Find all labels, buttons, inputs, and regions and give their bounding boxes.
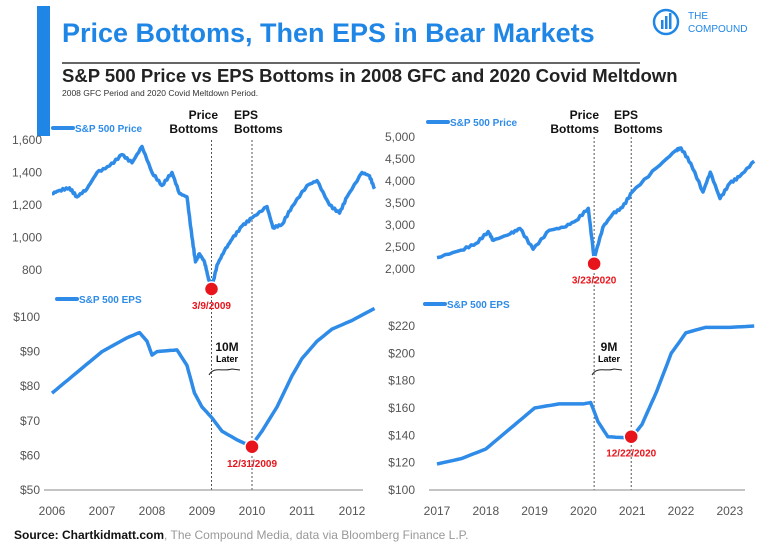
source: Source: Chartkidmatt.com, The Compound M… xyxy=(14,528,468,542)
x-tick-label: 2020 xyxy=(570,504,597,518)
y-tick-label: $140 xyxy=(388,428,415,442)
y-tick-label: $60 xyxy=(20,448,40,462)
y-tick-label: $160 xyxy=(388,401,415,415)
y-tick-label: $100 xyxy=(13,310,40,324)
y-tick-label: $50 xyxy=(20,483,40,497)
lag-label: 9M xyxy=(601,340,618,354)
note: 2008 GFC Period and 2020 Covid Meltdown … xyxy=(62,88,258,98)
y-tick-label: $80 xyxy=(20,379,40,393)
x-tick-label: 2008 xyxy=(139,504,166,518)
y-tick-label: 1,000 xyxy=(12,231,42,245)
arrow-icon xyxy=(208,368,241,376)
lag-label: 10M xyxy=(215,340,238,354)
title: Price Bottoms, Then EPS in Bear Markets xyxy=(62,18,595,48)
bottom-marker xyxy=(586,255,602,272)
y-tick-label: 3,000 xyxy=(385,218,415,232)
eps-bottoms-label: Bottoms xyxy=(234,122,283,136)
series-line xyxy=(436,324,755,466)
y-tick-label: 5,000 xyxy=(385,130,415,144)
series-line xyxy=(51,144,377,292)
y-tick-label: $90 xyxy=(20,345,40,359)
price-bottoms-label: Bottoms xyxy=(550,122,599,136)
x-tick-label: 2019 xyxy=(521,504,548,518)
legend-label: S&P 500 EPS xyxy=(79,295,142,306)
annotations: Price Bottoms EPS Bottoms Price Bottoms … xyxy=(169,108,663,376)
arrow-icon xyxy=(591,368,623,376)
y-tick-label: 3,500 xyxy=(385,196,415,210)
y-tick-label: $200 xyxy=(388,346,415,360)
svg-text:THE: THE xyxy=(688,11,708,22)
eps-bottoms-label: EPS xyxy=(234,108,258,122)
x-tick-label: 2011 xyxy=(289,504,315,518)
x-tick-label: 2023 xyxy=(716,504,743,518)
x-tick-label: 2018 xyxy=(472,504,499,518)
bottom-date-label: 12/31/2009 xyxy=(227,459,277,470)
legend-label: S&P 500 Price xyxy=(450,118,518,129)
price-bottoms-label: Bottoms xyxy=(169,122,218,136)
price-bottoms-label: Price xyxy=(189,108,219,122)
y-tick-label: $70 xyxy=(20,414,40,428)
y-tick-label: $220 xyxy=(388,319,415,333)
y-tick-label: 1,400 xyxy=(12,166,42,180)
bottom-date-label: 12/22/2020 xyxy=(606,449,656,460)
series-line xyxy=(50,306,376,447)
bottom-date-label: 3/9/2009 xyxy=(192,301,231,312)
bottom-marker xyxy=(623,428,639,445)
price-bottoms-label: Price xyxy=(570,108,600,122)
bottom-marker xyxy=(203,281,220,297)
y-tick-label: 4,500 xyxy=(385,152,415,166)
y-tick-label: 2,000 xyxy=(385,262,415,276)
x-tick-label: 2022 xyxy=(668,504,695,518)
lag-label: Later xyxy=(216,354,239,364)
x-tick-label: 2010 xyxy=(239,504,266,518)
x-tick-label: 2006 xyxy=(39,504,66,518)
y-tick-label: $120 xyxy=(388,456,415,470)
subtitle: S&P 500 Price vs EPS Bottoms in 2008 GFC… xyxy=(62,65,678,86)
y-tick-label: 800 xyxy=(22,263,42,277)
x-tick-label: 2021 xyxy=(619,504,646,518)
x-tick-label: 2017 xyxy=(424,504,451,518)
accent-bar xyxy=(37,6,50,136)
x-tick-label: 2009 xyxy=(189,504,216,518)
bottom-marker xyxy=(244,439,260,455)
x-tick-label: 2012 xyxy=(339,504,366,518)
legend-label: S&P 500 Price xyxy=(75,124,143,135)
series-line xyxy=(436,146,756,261)
lag-label: Later xyxy=(598,354,621,364)
y-tick-label: $100 xyxy=(388,483,415,497)
svg-text:COMPOUND: COMPOUND xyxy=(688,24,747,35)
compound-logo: THE COMPOUND xyxy=(652,8,747,36)
eps-bottoms-label: Bottoms xyxy=(614,122,663,136)
x-tick-label: 2007 xyxy=(89,504,116,518)
y-tick-label: 4,000 xyxy=(385,174,415,188)
eps-bottoms-label: EPS xyxy=(614,108,638,122)
y-tick-label: 2,500 xyxy=(385,240,415,254)
y-tick-label: 1,200 xyxy=(12,198,42,212)
legend-label: S&P 500 EPS xyxy=(447,300,510,311)
y-tick-label: $180 xyxy=(388,374,415,388)
y-tick-label: 1,600 xyxy=(12,133,42,147)
bottom-date-label: 3/23/2020 xyxy=(572,276,617,287)
